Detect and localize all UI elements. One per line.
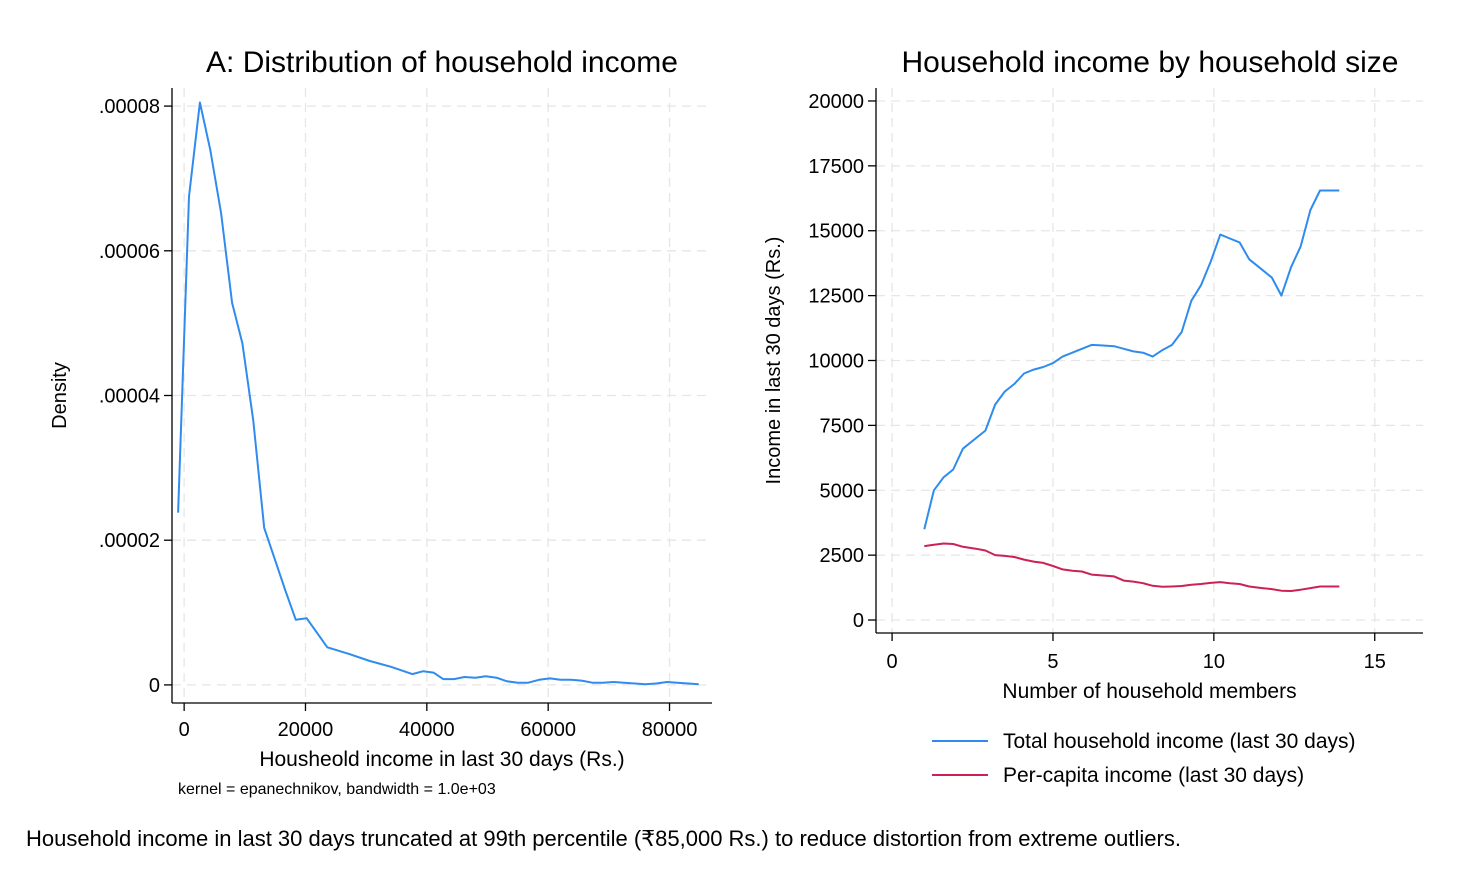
income-y-tick-label: 20000 [808,91,864,113]
income-y-axis-label: Income in last 30 days (Rs.) [763,237,785,485]
density-x-tick-label: 80000 [642,719,698,741]
legend-label-2: Per-capita income (last 30 days) [1003,764,1304,787]
density-x-tick-label: 40000 [399,719,455,741]
income-x-tick-label: 0 [887,651,898,673]
income-y-tick-label: 15000 [808,221,864,243]
density-kernel-note: kernel = epanechnikov, bandwidth = 1.0e+… [178,781,496,798]
density-y-tick-label: 0 [149,675,160,697]
density-x-axis-label: Housheold income in last 30 days (Rs.) [259,748,624,771]
income-y-tick-label: 2500 [820,545,865,567]
income-x-axis-label: Number of household members [1002,680,1296,703]
income-series-line-2 [924,542,1340,592]
income-chart-title: Household income by household size [902,46,1399,79]
legend-label-1: Total household income (last 30 days) [1003,730,1356,753]
income-x-tick-label: 15 [1364,651,1386,673]
income-y-tick-label: 17500 [808,156,864,178]
income-series-line-1 [923,189,1340,530]
income-y-tick-label: 12500 [808,286,864,308]
income-y-tick-label: 5000 [820,480,865,502]
density-chart-title: A: Distribution of household income [206,46,678,79]
density-x-tick-label: 60000 [520,719,576,741]
income-y-tick-label: 10000 [808,351,864,373]
figure-note: Household income in last 30 days truncat… [26,826,1181,851]
density-y-axis-label: Density [49,362,71,429]
density-y-tick-label: .00002 [99,530,160,552]
income-y-tick-label: 7500 [820,415,865,437]
density-y-tick-label: .00008 [99,96,160,118]
income-x-tick-label: 10 [1203,651,1225,673]
density-y-tick-label: .00006 [99,241,160,263]
income-x-tick-label: 5 [1047,651,1058,673]
density-series-line-1 [177,101,699,686]
density-y-tick-label: .00004 [99,386,160,408]
density-x-tick-label: 0 [179,719,190,741]
density-x-tick-label: 20000 [278,719,334,741]
income-y-tick-label: 0 [853,610,864,632]
